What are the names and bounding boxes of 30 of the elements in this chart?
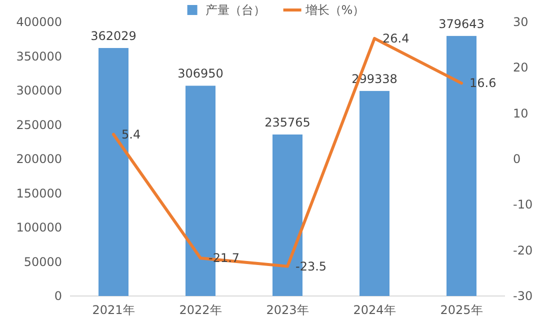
y-tick-label: 0 (54, 289, 62, 303)
y2-tick-label: 10 (513, 106, 528, 120)
x-tick-label: 2023年 (266, 303, 309, 317)
y-tick-label: 200000 (16, 152, 62, 166)
x-tick-label: 2022年 (179, 303, 222, 317)
y-tick-label: 350000 (16, 49, 62, 64)
y-tick-label: 150000 (16, 186, 62, 200)
y2-tick-label: -30 (513, 289, 533, 303)
legend-label: 产量（台） (205, 3, 266, 17)
y2-tick-label: -10 (513, 198, 533, 212)
y2-tick-label: -20 (513, 243, 533, 258)
data-label: 306950 (178, 66, 224, 81)
data-label: 235765 (264, 116, 310, 130)
data-label: -21.7 (208, 251, 240, 266)
y-tick-label: 100000 (16, 220, 62, 234)
y2-tick-label: 30 (513, 15, 528, 29)
x-tick-label: 2021年 (92, 303, 135, 317)
y-tick-label: 300000 (16, 84, 62, 98)
legend-label: 增长（%） (304, 3, 365, 17)
y2-tick-label: 0 (513, 152, 521, 166)
x-tick-label: 2024年 (353, 303, 396, 317)
y-tick-label: 50000 (24, 254, 62, 269)
data-label: 26.4 (382, 31, 410, 46)
data-label: 379643 (438, 16, 484, 31)
bar (360, 90, 390, 296)
data-label: 362029 (90, 29, 136, 44)
y2-tick-label: 20 (513, 60, 528, 75)
y-tick-label: 400000 (16, 15, 62, 29)
x-tick-label: 2025年 (440, 303, 483, 317)
y-tick-label: 250000 (16, 118, 62, 132)
